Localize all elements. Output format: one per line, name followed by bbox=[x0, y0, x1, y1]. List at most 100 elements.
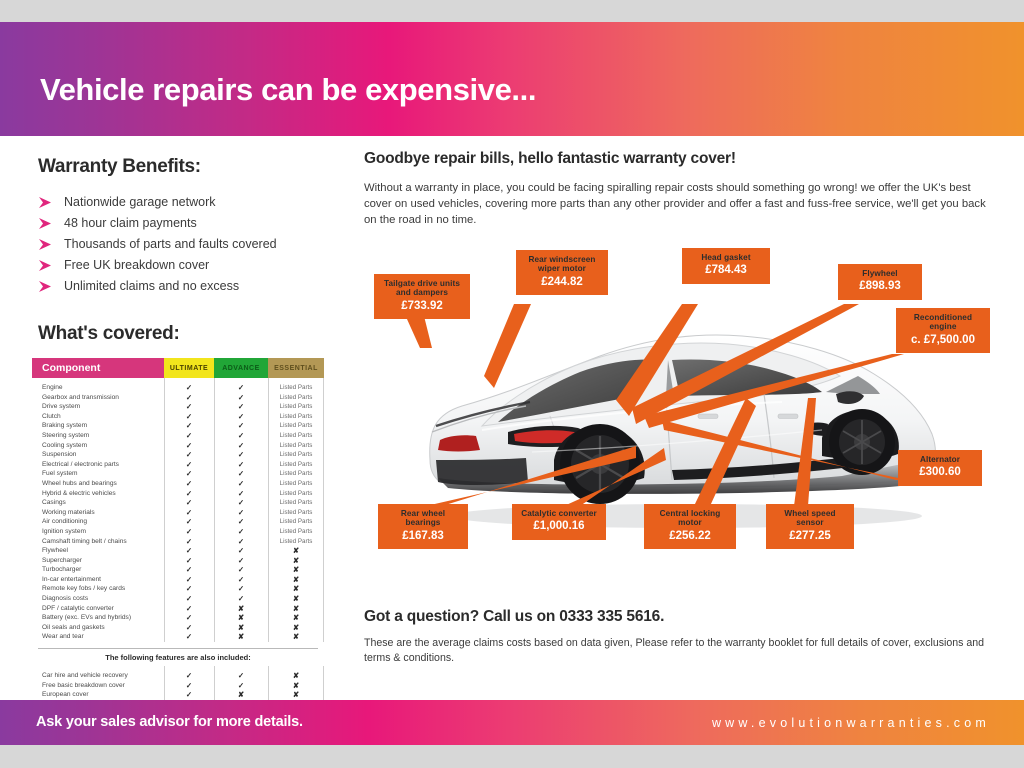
leader-lines bbox=[402, 304, 908, 506]
table-row: Oil seals and gaskets ✓ ✘ ✘ bbox=[32, 623, 324, 633]
cell-essential: Listed Parts bbox=[279, 403, 313, 411]
benefits-list: Nationwide garage network 48 hour claim … bbox=[38, 192, 338, 297]
chevron-right-icon bbox=[38, 238, 54, 251]
cell-essential: Listed Parts bbox=[279, 508, 313, 516]
left-column: Warranty Benefits: Nationwide garage net… bbox=[38, 156, 338, 345]
table-row: Free basic breakdown cover ✓ ✓ ✘ bbox=[32, 681, 324, 691]
table-row: Steering system ✓ ✓ Listed Parts bbox=[32, 431, 324, 441]
footer-website[interactable]: www.evolutionwarranties.com bbox=[711, 716, 990, 730]
whats-covered-heading: What's covered: bbox=[38, 323, 180, 344]
callout-rear-wheel-bearings[interactable]: Rear wheel bearings £167.83 bbox=[378, 504, 468, 550]
table-row: Wheel hubs and bearings ✓ ✓ Listed Parts bbox=[32, 479, 324, 489]
table-row: Drive system ✓ ✓ Listed Parts bbox=[32, 402, 324, 412]
cell-advance: ✓ bbox=[237, 478, 245, 488]
cell-advance: ✓ bbox=[237, 594, 245, 604]
cell-ultimate: ✓ bbox=[185, 392, 193, 402]
cell-essential: Listed Parts bbox=[279, 384, 313, 391]
cell-advance: ✓ bbox=[237, 536, 245, 546]
column-header-component: Component bbox=[32, 358, 164, 378]
callout-catalytic-converter[interactable]: Catalytic converter £1,000.16 bbox=[512, 504, 606, 540]
column-header-advance: ADVANCE bbox=[214, 358, 268, 378]
cell-ultimate: ✓ bbox=[185, 574, 193, 584]
cell-advance: ✓ bbox=[237, 584, 245, 594]
callout-central-locking-motor[interactable]: Central locking motor £256.22 bbox=[644, 504, 736, 550]
table-row: Braking system ✓ ✓ Listed Parts bbox=[32, 421, 324, 431]
table-row: Clutch ✓ ✓ Listed Parts bbox=[32, 412, 324, 422]
table-row: Remote key fobs / key cards ✓ ✓ ✘ bbox=[32, 584, 324, 594]
cell-component: Suspension bbox=[42, 451, 77, 459]
cell-component: Fuel system bbox=[42, 470, 78, 478]
cell-component: DPF / catalytic converter bbox=[42, 604, 114, 612]
list-item: 48 hour claim payments bbox=[38, 213, 338, 234]
callout-flywheel[interactable]: Flywheel £898.93 bbox=[838, 264, 922, 300]
cell-advance: ✓ bbox=[237, 488, 245, 498]
table-row: Battery (exc. EVs and hybrids) ✓ ✘ ✘ bbox=[32, 613, 324, 623]
benefit-label: Nationwide garage network bbox=[64, 195, 216, 209]
cell-component: Electrical / electronic parts bbox=[42, 460, 119, 468]
cell-ultimate: ✓ bbox=[185, 411, 193, 421]
cell-component: In-car entertainment bbox=[42, 575, 102, 583]
callout-reconditioned-engine[interactable]: Reconditioned engine c. £7,500.00 bbox=[896, 308, 990, 354]
cell-component: Car hire and vehicle recovery bbox=[42, 672, 128, 680]
cell-advance: ✓ bbox=[237, 680, 245, 690]
cell-ultimate: ✓ bbox=[185, 603, 193, 613]
table-header-row: Component ULTIMATE ADVANCE ESSENTIAL bbox=[32, 358, 324, 378]
cell-essential: Listed Parts bbox=[279, 518, 313, 526]
cell-ultimate: ✓ bbox=[185, 488, 193, 498]
table-row: Supercharger ✓ ✓ ✘ bbox=[32, 556, 324, 566]
cell-ultimate: ✓ bbox=[185, 584, 193, 594]
cell-component: Steering system bbox=[42, 431, 90, 439]
table-row: DPF / catalytic converter ✓ ✘ ✘ bbox=[32, 604, 324, 614]
chevron-right-icon bbox=[38, 280, 54, 293]
cell-essential: Listed Parts bbox=[279, 422, 313, 430]
cell-advance: ✓ bbox=[237, 507, 245, 517]
cell-component: Remote key fobs / key cards bbox=[42, 585, 126, 593]
callout-tailgate[interactable]: Tailgate drive units and dampers £733.92 bbox=[374, 274, 470, 320]
header-banner: Vehicle repairs can be expensive... bbox=[0, 22, 1024, 136]
cell-essential: ✘ bbox=[292, 574, 300, 584]
cell-advance: ✓ bbox=[237, 671, 245, 681]
cell-ultimate: ✓ bbox=[185, 546, 193, 556]
cell-ultimate: ✓ bbox=[185, 459, 193, 469]
table-row: Wear and tear ✓ ✘ ✘ bbox=[32, 632, 324, 642]
cell-component: Engine bbox=[42, 384, 63, 391]
table-row: Fuel system ✓ ✓ Listed Parts bbox=[32, 469, 324, 479]
cell-ultimate: ✓ bbox=[185, 440, 193, 450]
cell-component: Free basic breakdown cover bbox=[42, 681, 125, 689]
cell-essential: Listed Parts bbox=[279, 431, 313, 439]
cell-component: Supercharger bbox=[42, 556, 82, 564]
list-item: Thousands of parts and faults covered bbox=[38, 234, 338, 255]
cell-component: Air conditioning bbox=[42, 518, 88, 526]
cell-component: Wear and tear bbox=[42, 633, 84, 641]
cell-advance: ✓ bbox=[237, 546, 245, 556]
cell-component: Clutch bbox=[42, 412, 61, 420]
cell-essential: ✘ bbox=[292, 622, 300, 632]
cell-ultimate: ✓ bbox=[185, 671, 193, 681]
cell-essential: Listed Parts bbox=[279, 527, 313, 535]
callout-wheel-speed-sensor[interactable]: Wheel speed sensor £277.25 bbox=[766, 504, 854, 550]
benefit-label: 48 hour claim payments bbox=[64, 216, 197, 230]
cell-advance: ✓ bbox=[237, 459, 245, 469]
cell-component: Gearbox and transmission bbox=[42, 393, 119, 401]
cell-ultimate: ✓ bbox=[185, 517, 193, 527]
cell-component: Cooling system bbox=[42, 441, 88, 449]
cell-essential: ✘ bbox=[292, 632, 300, 642]
cell-component: Wheel hubs and bearings bbox=[42, 479, 117, 487]
table-row: European cover ✓ ✘ ✘ bbox=[32, 690, 324, 700]
table-row: Cooling system ✓ ✓ Listed Parts bbox=[32, 441, 324, 451]
callout-alternator[interactable]: Alternator £300.60 bbox=[898, 450, 982, 486]
cell-component: Camshaft timing belt / chains bbox=[42, 537, 127, 545]
cell-essential: ✘ bbox=[292, 680, 300, 690]
cell-component: Oil seals and gaskets bbox=[42, 623, 105, 631]
table-row: Flywheel ✓ ✓ ✘ bbox=[32, 546, 324, 556]
cell-ultimate: ✓ bbox=[185, 498, 193, 508]
callout-rear-wiper[interactable]: Rear windscreen wiper motor £244.82 bbox=[516, 250, 608, 296]
column-header-essential: ESSENTIAL bbox=[268, 358, 324, 378]
cell-essential: Listed Parts bbox=[279, 451, 313, 459]
cell-essential: ✘ bbox=[292, 546, 300, 556]
cell-essential: Listed Parts bbox=[279, 537, 313, 545]
cell-advance: ✓ bbox=[237, 517, 245, 527]
callout-head-gasket[interactable]: Head gasket £784.43 bbox=[682, 248, 770, 284]
cell-ultimate: ✓ bbox=[185, 469, 193, 479]
